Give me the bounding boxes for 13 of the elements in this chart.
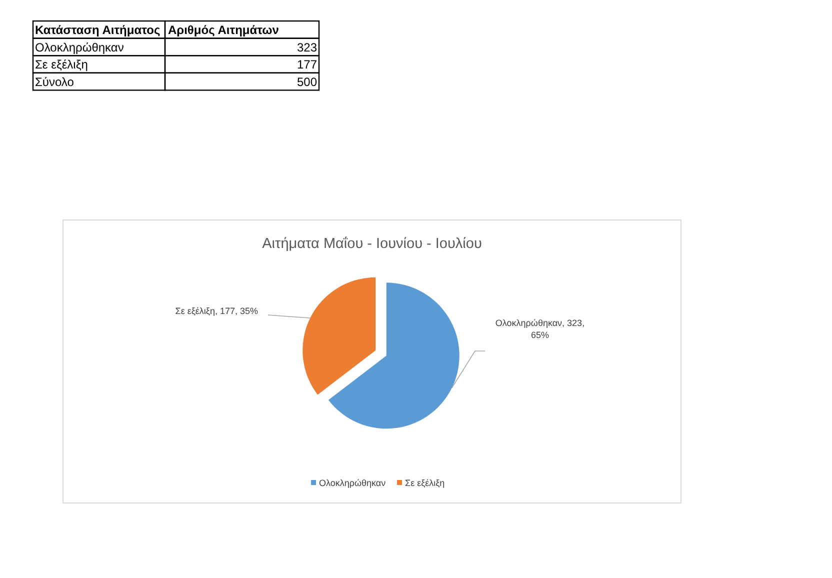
data-label: 500 xyxy=(296,74,318,89)
legend-label: Σε εξέλιξη xyxy=(405,478,445,488)
text: Αριθμός Αιτημάτων xyxy=(168,23,280,37)
data-label: Ολοκληρώθηκαν, 323, 65% xyxy=(495,318,585,340)
data-label: Σε εξέλιξη, 177, 35% xyxy=(175,306,258,316)
category-label: Σύνολο xyxy=(35,74,74,89)
chart-title: Αιτήματα Μαΐου - Ιουνίου - Ιουλίου xyxy=(262,236,482,252)
category-label: Ολοκληρώθηκαν xyxy=(35,40,124,54)
legend-label: Ολοκληρώθηκαν xyxy=(319,478,386,488)
category-label: Σε εξέλιξη xyxy=(35,58,88,72)
text: Κατάσταση Αιτήματος xyxy=(35,23,160,37)
data-label: 323 xyxy=(296,40,318,54)
data-label: 177 xyxy=(296,58,318,72)
